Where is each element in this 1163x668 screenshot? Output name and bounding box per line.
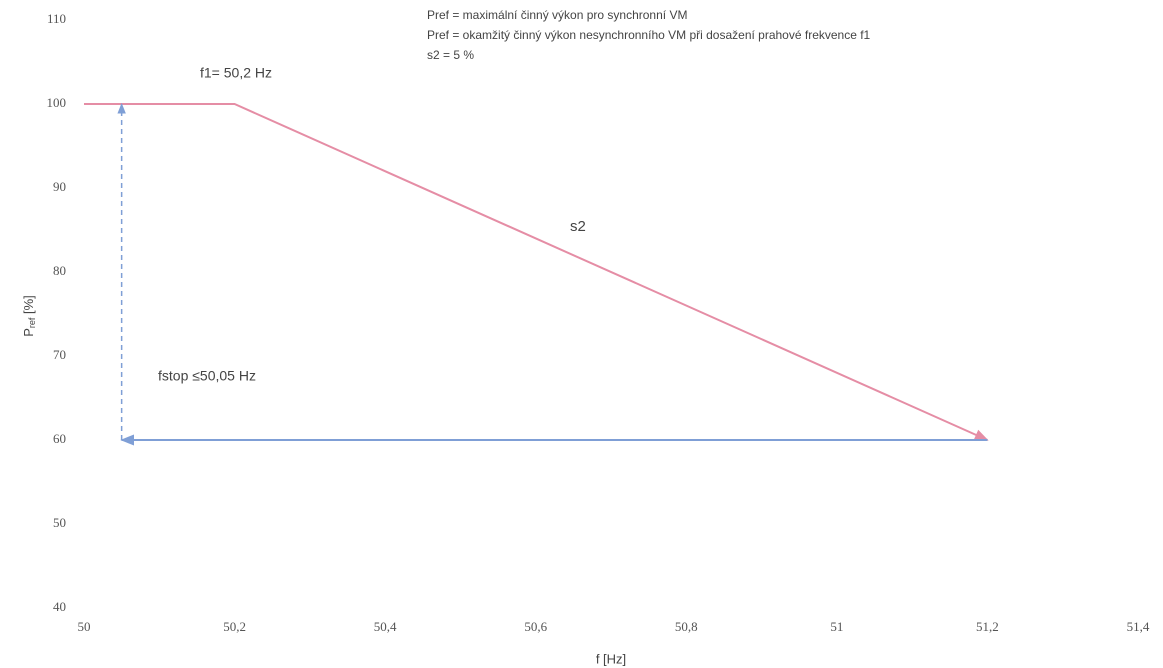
- x-tick-label: 50,8: [675, 619, 698, 634]
- y-tick-label: 100: [47, 95, 67, 110]
- x-tick-label: 50,4: [374, 619, 397, 634]
- y-tick-label: 90: [53, 179, 66, 194]
- y-tick-label: 40: [53, 599, 66, 614]
- x-tick-label: 50: [78, 619, 91, 634]
- x-tick-label: 51,2: [976, 619, 999, 634]
- x-tick-label: 51: [830, 619, 843, 634]
- y-tick-label: 80: [53, 263, 66, 278]
- x-tick-label: 50,6: [524, 619, 547, 634]
- y-tick-label: 50: [53, 515, 66, 530]
- y-label-sub: ref: [27, 317, 37, 328]
- annotation: f1= 50,2 Hz: [200, 65, 272, 81]
- y-axis-label: Pref [%]: [21, 295, 37, 337]
- y-tick-label: 110: [47, 11, 66, 26]
- annotation: s2: [570, 218, 586, 235]
- note: Pref = okamžitý činný výkon nesynchronní…: [427, 28, 871, 42]
- line-series: [84, 103, 989, 441]
- y-label-main: P: [21, 328, 36, 337]
- x-tick-label: 50,2: [223, 619, 246, 634]
- annotation: fstop ≤50,05 Hz: [158, 368, 256, 384]
- note: s2 = 5 %: [427, 48, 474, 62]
- y-tick-label: 70: [53, 347, 66, 362]
- note: Pref = maximální činný výkon pro synchro…: [427, 8, 687, 22]
- x-axis-label: f [Hz]: [596, 651, 626, 666]
- x-tick-label: 51,4: [1127, 619, 1150, 634]
- y-label-unit: [%]: [21, 295, 36, 317]
- y-tick-label: 60: [53, 431, 66, 446]
